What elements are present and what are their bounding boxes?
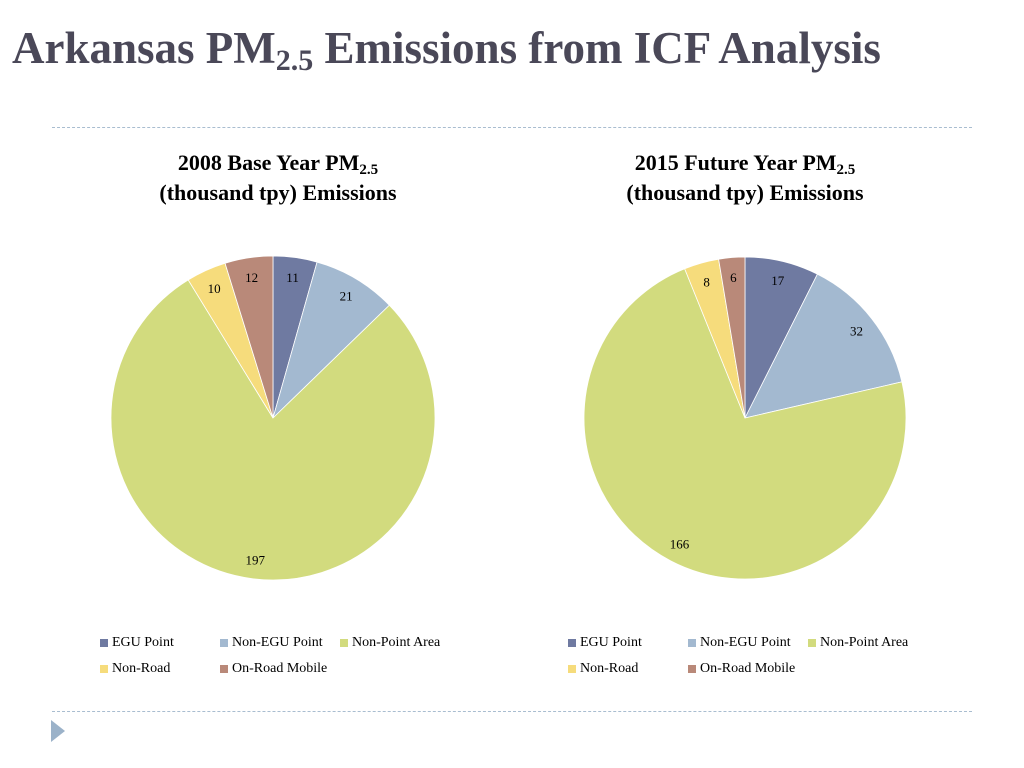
chart-2-title-line-1: 2015 Future Year PM2.5 bbox=[535, 148, 955, 178]
chart-1-slice-non-egu-point bbox=[272, 261, 390, 420]
chart-1-title-line-2: (thousand tpy) Emissions bbox=[159, 180, 397, 205]
chart-2-legend-item-non-road: Non-Road bbox=[568, 661, 688, 677]
slide-title: Arkansas PM2.5 Emissions from ICF Analys… bbox=[12, 22, 881, 77]
triangle-right-icon[interactable] bbox=[51, 720, 65, 742]
chart-2-title: 2015 Future Year PM2.5 (thousand tpy) Em… bbox=[535, 148, 955, 208]
chart-1-legend-item-non-road: Non-Road bbox=[100, 661, 220, 677]
chart-1-title-subscript: 2.5 bbox=[359, 162, 379, 178]
chart-1-slice-non-point-area bbox=[110, 279, 436, 581]
chart-2-legend-item-non-egu-point: Non-EGU Point bbox=[688, 635, 808, 651]
legend-label: Non-Road bbox=[580, 661, 639, 676]
legend-swatch bbox=[568, 665, 576, 673]
legend-label: On-Road Mobile bbox=[700, 661, 796, 676]
chart-2-label-non-road: 8 bbox=[703, 275, 710, 290]
chart-1-legend-item-non-egu-point: Non-EGU Point bbox=[220, 635, 340, 651]
chart-2-label-on-road-mobile: 6 bbox=[730, 270, 737, 285]
chart-1-legend-item-egu-point: EGU Point bbox=[100, 635, 220, 651]
chart-2-legend-item-egu-point: EGU Point bbox=[568, 635, 688, 651]
slide-title-subscript: 2.5 bbox=[275, 44, 314, 77]
chart-1-legend: EGU Point Non-EGU Point Non-Point Area Non-… bbox=[100, 635, 470, 677]
top-divider bbox=[52, 127, 972, 128]
chart-2-legend-item-on-road-mobile: On-Road Mobile bbox=[688, 661, 808, 677]
bottom-divider bbox=[52, 711, 972, 712]
chart-1-title-main: 2008 Base Year PM bbox=[177, 150, 360, 175]
chart-1-label-egu-point: 11 bbox=[286, 270, 299, 285]
chart-1-label-non-point-area: 197 bbox=[245, 552, 265, 567]
chart-2-title-subscript: 2.5 bbox=[836, 162, 856, 178]
chart-2-title-main: 2015 Future Year PM bbox=[634, 150, 837, 175]
legend-swatch bbox=[220, 639, 228, 647]
legend-label: EGU Point bbox=[112, 635, 174, 650]
chart-2-slice-on-road-mobile bbox=[718, 256, 746, 419]
chart-1-title-line-1: 2008 Base Year PM2.5 bbox=[68, 148, 488, 178]
legend-label: Non-Road bbox=[112, 661, 171, 676]
legend-swatch bbox=[340, 639, 348, 647]
chart-1-legend-item-non-point-area: Non-Point Area bbox=[340, 635, 460, 651]
chart-2-title-line-2: (thousand tpy) Emissions bbox=[626, 180, 864, 205]
chart-2-label-egu-point: 17 bbox=[771, 273, 785, 288]
legend-label: Non-Point Area bbox=[820, 635, 909, 650]
slide-title-main: Arkansas PM bbox=[12, 23, 276, 73]
chart-2-label-non-egu-point: 32 bbox=[850, 324, 863, 339]
chart-1-title: 2008 Base Year PM2.5 (thousand tpy) Emis… bbox=[68, 148, 488, 208]
chart-2-label-non-point-area: 166 bbox=[670, 537, 690, 552]
slide-title-rest: Emissions from ICF Analysis bbox=[313, 23, 881, 73]
chart-2-legend-item-non-point-area: Non-Point Area bbox=[808, 635, 928, 651]
legend-label: EGU Point bbox=[580, 635, 642, 650]
legend-swatch bbox=[568, 639, 576, 647]
legend-swatch bbox=[688, 665, 696, 673]
legend-swatch bbox=[220, 665, 228, 673]
legend-swatch bbox=[808, 639, 816, 647]
chart-1-legend-item-on-road-mobile: On-Road Mobile bbox=[220, 661, 340, 677]
legend-swatch bbox=[100, 639, 108, 647]
chart-1-label-non-road: 10 bbox=[208, 281, 221, 296]
legend-label: Non-EGU Point bbox=[232, 635, 323, 650]
chart-1-label-non-egu-point: 21 bbox=[340, 289, 353, 304]
chart-2-slice-non-point-area bbox=[583, 268, 907, 580]
legend-swatch bbox=[688, 639, 696, 647]
legend-label: Non-EGU Point bbox=[700, 635, 791, 650]
chart-2-legend: EGU Point Non-EGU Point Non-Point Area Non-… bbox=[568, 635, 938, 677]
legend-label: Non-Point Area bbox=[352, 635, 441, 650]
legend-label: On-Road Mobile bbox=[232, 661, 328, 676]
chart-2-slice-non-egu-point bbox=[744, 273, 903, 419]
legend-swatch bbox=[100, 665, 108, 673]
chart-1-slice-on-road-mobile bbox=[224, 255, 274, 419]
chart-1-label-on-road-mobile: 12 bbox=[245, 270, 258, 285]
